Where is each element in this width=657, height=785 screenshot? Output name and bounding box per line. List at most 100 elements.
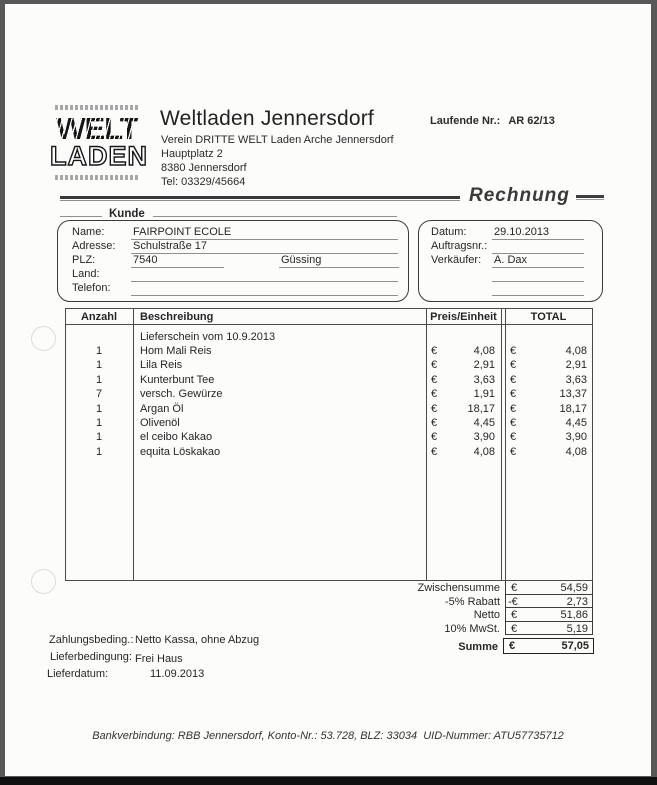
summary-value-cell: € 51,86 [505,608,593,622]
customer-field-zip: PLZ: 7540 Güssing [58,254,408,268]
company-address-line: Tel: 03329/45664 [161,176,246,188]
field-underline [131,281,398,282]
summary-value-cell: € 5,19 [505,621,593,635]
hole-punch [31,569,56,594]
table-border [65,580,593,581]
divider [60,216,102,217]
field-label: Auftragsnr.: [431,240,488,252]
summary-total-label: Summe [458,641,498,653]
summary-row-vat: 10% MwSt. € 5,19 [65,621,595,635]
invoice-page: WELT LADEN Weltladen Jennersdorf Verein … [5,4,651,776]
col-header-unit-price: Preis/Einheit [430,311,497,323]
table-row: 1 Kunterbunt Tee € 3,63 € 3,63 [95,374,587,386]
logo-small-print [55,175,139,181]
delivery-date-value: 11.09.2013 [150,668,205,680]
field-underline [492,281,584,282]
order-field-date: Datum: 29.10.2013 [419,226,602,240]
order-field-ordernr: Auftragsnr.: [419,240,602,254]
logo-laden-text: LADEN [49,141,148,172]
items-table: Anzahl Beschreibung Preis/Einheit TOTAL … [65,308,593,581]
summary-value-cell: -€ 2,73 [505,594,593,608]
customer-section-label: Kunde [109,208,145,220]
field-label: Telefon: [72,282,111,294]
field-label: Name: [72,226,105,238]
table-row: Lieferschein vom 10.9.2013 [140,331,276,343]
field-label: PLZ: [72,254,96,266]
customer-field-country: Land: [58,268,408,282]
field-value: 7540 [133,254,158,266]
table-border [592,308,593,581]
field-label: Verkäufer: [431,254,482,266]
weltladen-logo: WELT LADEN [49,105,148,199]
order-box: Datum: 29.10.2013 Auftragsnr.: Verkäufer… [418,220,603,302]
title-divider [576,195,604,200]
table-row: 1 el ceibo Kakao € 3,90 € 3,90 [95,431,587,443]
field-underline [279,267,399,268]
field-underline [492,267,584,268]
field-underline [131,253,398,254]
col-header-total: TOTAL [530,311,567,323]
summary-row-subtotal: Zwischensumme € 54,59 [65,581,595,595]
serial-number-value: AR 62/13 [508,115,555,127]
table-border [501,308,502,581]
table-row: 1 equita Löskakao € 4,08 € 4,08 [95,446,587,458]
customer-field-name: Name: FAIRPOINT ECOLE [58,226,408,240]
payment-terms-label: Zahlungsbeding.: [49,634,134,646]
field-underline [131,267,224,268]
delivery-date-label: Lieferdatum: [47,668,109,680]
summary-total-value: € 57,05 [503,638,594,654]
table-border [65,308,66,581]
field-underline [131,295,398,296]
field-underline [492,295,584,296]
scan-edge [0,777,657,785]
order-field-blank [419,268,602,282]
logo-welt-text: WELT [50,113,144,144]
field-value-city: Güssing [281,254,322,266]
delivery-terms-label: Lieferbedingung: [50,651,132,663]
serial-number-label: Laufende Nr.: [430,115,501,127]
table-row: 1 Hom Mali Reis € 4,08 € 4,08 [95,345,587,357]
customer-field-phone: Telefon: [58,282,408,296]
table-border [133,308,134,581]
summary: Zwischensumme € 54,59 -5% Rabatt -€ 2,73… [65,581,595,659]
table-row: 1 Argan Öl € 18,17 € 18,17 [95,403,587,415]
field-label: Adresse: [72,240,116,252]
header-divider [60,196,460,201]
table-row: 1 Olivenöl € 4,45 € 4,45 [95,417,587,429]
order-field-seller: Verkäufer: A. Dax [419,254,602,268]
summary-row-net: Netto € 51,86 [65,608,595,622]
field-value: FAIRPOINT ECOLE [133,226,232,238]
customer-box: Name: FAIRPOINT ECOLE Adresse: Schulstra… [57,220,409,302]
delivery-terms-value: Frei Haus [135,653,183,665]
serial-number: Laufende Nr.: AR 62/13 [430,115,555,127]
company-address-line: 8380 Jennersdorf [161,162,247,174]
field-underline [492,253,584,254]
field-value: A. Dax [494,254,528,266]
table-border [65,324,593,325]
customer-field-address: Adresse: Schulstraße 17 [58,240,408,254]
logo-small-print [55,105,139,110]
divider [153,216,397,217]
field-label: Datum: [431,226,467,238]
table-border [65,308,593,309]
field-value: Schulstraße 17 [133,240,207,252]
summary-row-discount: -5% Rabatt -€ 2,73 [65,594,595,608]
table-row: 7 versch. Gewürze € 1,91 € 13,37 [95,388,587,400]
field-label: Land: [72,268,100,280]
company-address-line: Verein DRITTE WELT Laden Arche Jennersdo… [161,134,394,146]
table-row: 1 Lila Reis € 2,91 € 2,91 [95,359,587,371]
company-address-line: Hauptplatz 2 [161,148,223,160]
hole-punch [31,326,56,351]
company-name: Weltladen Jennersdorf [160,107,374,130]
payment-terms-value: Netto Kassa, ohne Abzug [135,634,260,646]
footer-bank-info: Bankverbindung: RBB Jennersdorf, Konto-N… [92,730,564,742]
table-border [426,308,427,581]
table-border [505,308,506,581]
field-value: 29.10.2013 [494,226,550,238]
order-field-blank [419,282,602,296]
field-underline [492,239,584,240]
col-header-qty: Anzahl [80,311,118,323]
col-header-desc: Beschreibung [140,311,214,323]
document-title: Rechnung [469,185,570,206]
